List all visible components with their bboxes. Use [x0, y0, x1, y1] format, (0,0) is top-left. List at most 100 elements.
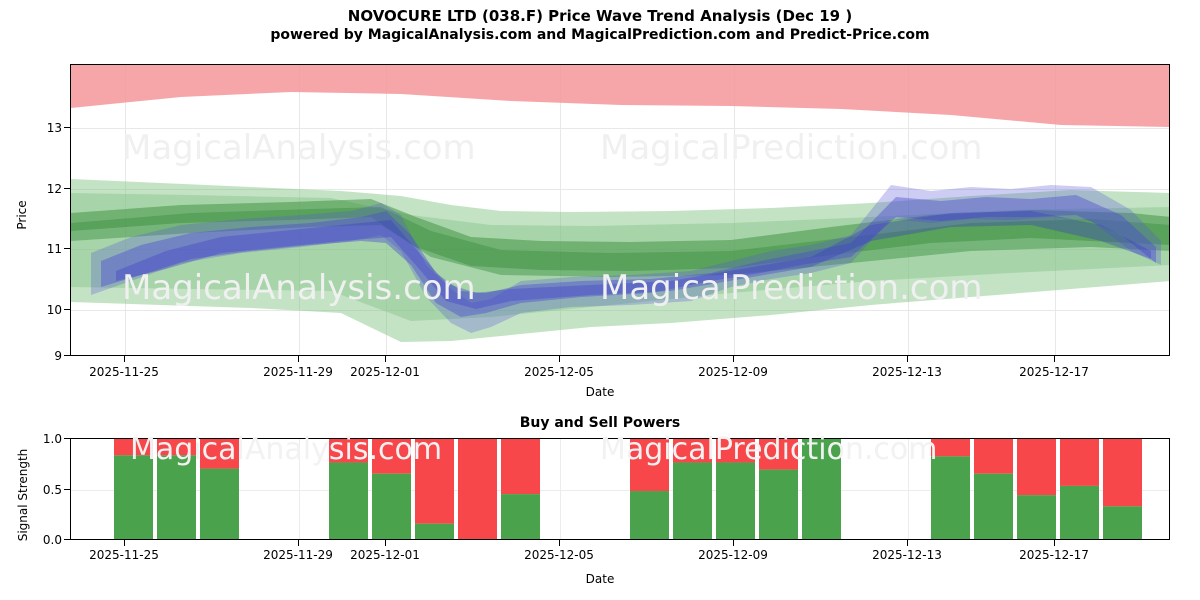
sell-power-bar[interactable]	[630, 439, 669, 492]
buy-sell-svg	[71, 439, 1169, 540]
price-xtick-0: 2025-11-25	[89, 365, 159, 379]
price-xtick-3: 2025-12-05	[524, 365, 594, 379]
buy-power-bar[interactable]	[114, 455, 153, 540]
price-xtick-1: 2025-11-29	[263, 365, 333, 379]
price-xtickmark-6	[1054, 356, 1055, 362]
watermark-2: MagicalPrediction.com	[600, 128, 983, 168]
buysell-xtick-6: 2025-12-17	[1019, 548, 1089, 562]
sell-power-bar[interactable]	[329, 439, 368, 463]
price-ytickmark-12	[64, 188, 70, 189]
sell-power-bar[interactable]	[716, 439, 755, 463]
buy-power-bar[interactable]	[630, 491, 669, 540]
sell-power-bar[interactable]	[1103, 439, 1142, 507]
signal-ytickmark-0	[64, 539, 70, 540]
price-xaxis-label: Date	[585, 385, 615, 399]
signal-ytickmark-05	[64, 489, 70, 490]
watermark-4: MagicalPrediction.com	[600, 268, 983, 308]
buy-power-bar[interactable]	[802, 439, 841, 540]
buysell-xtick-0: 2025-11-25	[89, 548, 159, 562]
price-xtick-5: 2025-12-13	[872, 365, 942, 379]
price-xtickmark-0	[124, 356, 125, 362]
price-ytick-10: 10	[46, 303, 62, 317]
watermark-3: MagicalAnalysis.com	[122, 268, 476, 308]
price-ytickmark-9	[64, 355, 70, 356]
buy-power-bar[interactable]	[673, 462, 712, 540]
sell-power-bar[interactable]	[673, 439, 712, 463]
signal-ytick-0: 0.0	[42, 533, 62, 547]
price-xtickmark-5	[907, 356, 908, 362]
buysell-xtick-2: 2025-12-01	[350, 548, 420, 562]
buy-power-bar[interactable]	[329, 462, 368, 540]
price-wave-panel: Price Date	[15, 64, 1170, 399]
price-xtickmark-3	[559, 356, 560, 362]
price-ytickmark-13	[64, 127, 70, 128]
wave-band-blue	[91, 185, 1161, 333]
buy-power-bar[interactable]	[157, 455, 196, 540]
buy-power-bar[interactable]	[931, 456, 970, 540]
buysell-xtickmark-1	[298, 540, 299, 546]
price-ytick-13: 13	[46, 121, 62, 135]
buysell-xtickmark-3	[559, 540, 560, 546]
buy-power-bar[interactable]	[1060, 485, 1099, 540]
buy-power-bar[interactable]	[372, 473, 411, 540]
sell-power-bar[interactable]	[372, 439, 411, 474]
buy-power-bar[interactable]	[200, 468, 239, 540]
buysell-xtickmark-4	[733, 540, 734, 546]
sell-power-bar[interactable]	[415, 439, 454, 524]
buysell-xtickmark-6	[1054, 540, 1055, 546]
buysell-xtick-5: 2025-12-13	[872, 548, 942, 562]
signal-ytick-1: 1.0	[42, 432, 62, 446]
buy-power-bar[interactable]	[501, 494, 540, 540]
sell-power-bar[interactable]	[458, 439, 497, 540]
price-ytick-11: 11	[46, 242, 62, 256]
buy-power-bar[interactable]	[974, 473, 1013, 540]
sell-power-bar[interactable]	[759, 439, 798, 470]
price-xtick-2: 2025-12-01	[350, 365, 420, 379]
sell-power-bar[interactable]	[114, 439, 153, 456]
buysell-xtick-1: 2025-11-29	[263, 548, 333, 562]
buy-sell-title: Buy and Sell Powers	[519, 415, 681, 431]
watermark-1: MagicalAnalysis.com	[122, 128, 476, 168]
price-xtick-6: 2025-12-17	[1019, 365, 1089, 379]
resistance-band-red	[71, 65, 1169, 127]
price-xtickmark-2	[385, 356, 386, 362]
price-plot-area	[70, 64, 1170, 356]
sell-power-bar[interactable]	[974, 439, 1013, 474]
buy-power-bar[interactable]	[415, 523, 454, 540]
sell-power-bar[interactable]	[1017, 439, 1056, 496]
buysell-xtick-3: 2025-12-05	[524, 548, 594, 562]
signal-ytick-05: 0.5	[42, 483, 62, 497]
buy-power-bar[interactable]	[1103, 506, 1142, 540]
buysell-xtickmark-5	[907, 540, 908, 546]
buysell-xtick-4: 2025-12-09	[698, 548, 768, 562]
price-wave-svg	[71, 65, 1169, 355]
buy-power-bar[interactable]	[759, 469, 798, 540]
buy-power-bar[interactable]	[716, 462, 755, 540]
price-ytick-12: 12	[46, 182, 62, 196]
buy-sell-panel: Buy and Sell Powers Signal Strength Date…	[0, 400, 1200, 600]
price-xtickmark-4	[733, 356, 734, 362]
price-xtick-4: 2025-12-09	[698, 365, 768, 379]
price-ytickmark-11	[64, 248, 70, 249]
watermark-6: MagicalPrediction.com	[600, 432, 938, 467]
stacked-bars-layer	[114, 439, 1142, 540]
page-title: NOVOCURE LTD (038.F) Price Wave Trend An…	[347, 7, 853, 25]
buy-sell-plot-area	[70, 438, 1170, 540]
buysell-xaxis-label: Date	[585, 572, 615, 586]
sell-power-bar[interactable]	[200, 439, 239, 469]
page-subtitle: powered by MagicalAnalysis.com and Magic…	[270, 27, 930, 43]
core-wave-green	[71, 199, 1169, 277]
sell-power-bar[interactable]	[501, 439, 540, 495]
signal-ytickmark-1	[64, 438, 70, 439]
sell-power-bar[interactable]	[931, 439, 970, 457]
buy-power-bar[interactable]	[1017, 495, 1056, 540]
watermark-5: MagicalAnalysis.com	[130, 432, 443, 467]
buysell-xtickmark-0	[124, 540, 125, 546]
price-xtickmark-1	[298, 356, 299, 362]
price-ytick-9: 9	[54, 349, 62, 363]
sell-power-bar[interactable]	[157, 439, 196, 456]
buysell-xtickmark-2	[385, 540, 386, 546]
sell-power-bar[interactable]	[1060, 439, 1099, 486]
price-ytickmark-10	[64, 309, 70, 310]
